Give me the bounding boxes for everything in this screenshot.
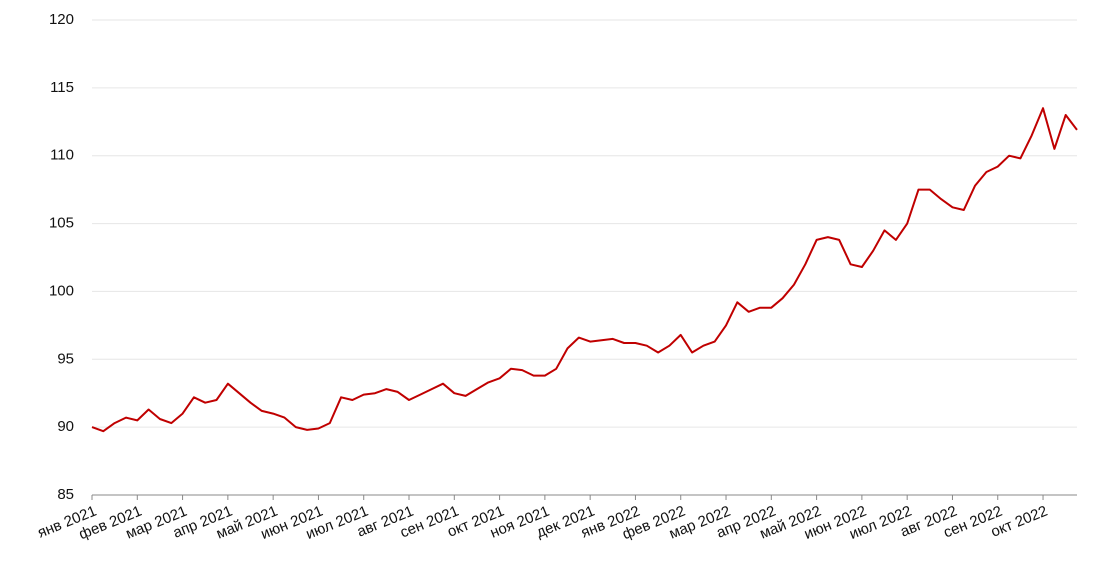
y-tick-label: 100 xyxy=(49,282,74,299)
y-tick-label: 85 xyxy=(57,486,74,503)
y-tick-label: 115 xyxy=(50,79,74,96)
y-tick-label: 120 xyxy=(49,11,74,28)
y-tick-label: 95 xyxy=(57,350,74,367)
y-tick-label: 110 xyxy=(50,147,74,164)
y-tick-label: 90 xyxy=(57,418,74,435)
line xyxy=(91,107,1078,433)
y-tick-label: 105 xyxy=(49,215,74,232)
